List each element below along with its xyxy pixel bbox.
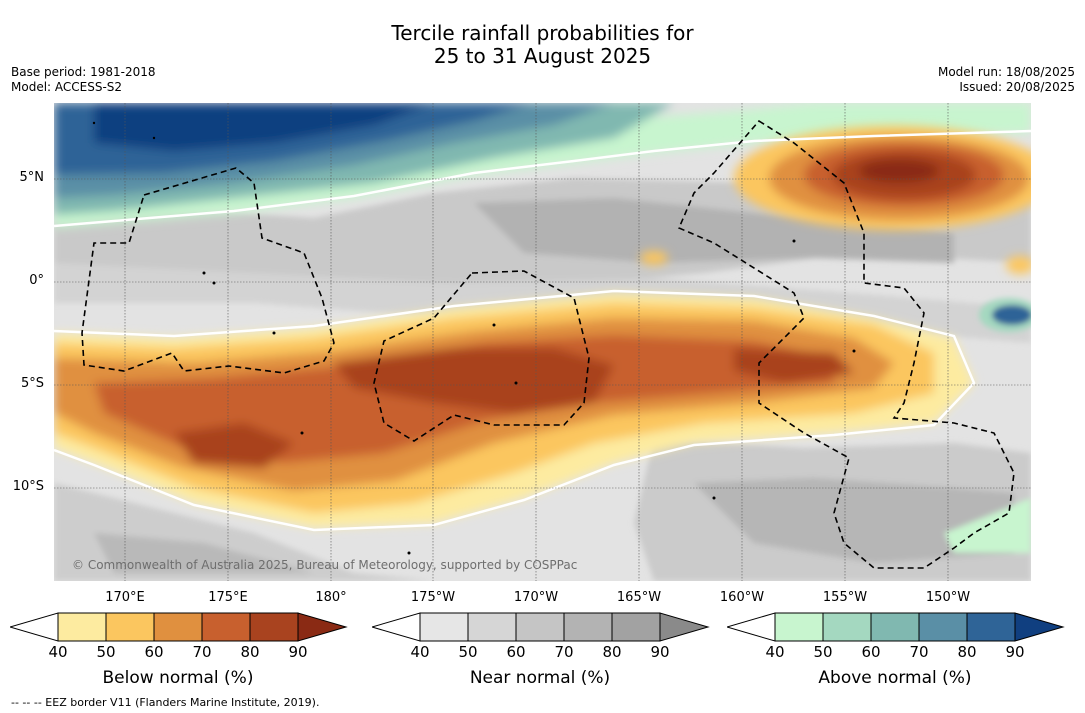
colorbar-segment (419, 612, 469, 642)
colorbar-segment (918, 612, 968, 642)
model-name: Model: ACCESS-S2 (11, 80, 123, 94)
lat-label: 5°S (20, 376, 44, 391)
colorbar-tick: 70 (192, 643, 212, 661)
lon-label: 175°E (208, 590, 248, 605)
meta-right: Model run: 18/08/2025 Issued: 20/08/2025 (938, 65, 1075, 95)
colorbar-segment (966, 612, 1016, 642)
map-canvas (54, 103, 1031, 581)
lon-label: 165°W (616, 590, 662, 605)
island-markers (92, 121, 856, 555)
colorbar-tick: 70 (909, 643, 929, 661)
colorbar-segment (515, 612, 565, 642)
lat-label: 5°N (19, 170, 45, 185)
colorbar-segment (467, 612, 517, 642)
colorbar-segment (870, 612, 920, 642)
colorbar-segment (201, 612, 251, 642)
gridlines (54, 103, 1031, 581)
colorbar-tick: 50 (96, 643, 116, 661)
colorbar-tick: 40 (48, 643, 68, 661)
colorbar-near-title: Near normal (%) (469, 668, 611, 688)
colorbar-tick: 60 (144, 643, 164, 661)
colorbar-tick: 90 (288, 643, 308, 661)
colorbar-tick: 70 (554, 643, 574, 661)
copyright-notice: © Commonwealth of Australia 2025, Bureau… (72, 558, 578, 572)
eez-footnote: -- -- -- EEZ border V11 (Flanders Marine… (11, 696, 320, 709)
lon-label: 175°W (410, 590, 456, 605)
colorbar-segment (153, 612, 203, 642)
colorbar-segment (774, 612, 824, 642)
base-period: Base period: 1981-2018 (11, 65, 156, 79)
meta-left: Base period: 1981-2018 Model: ACCESS-S2 (11, 65, 156, 95)
colorbar-segment (105, 612, 155, 642)
lat-label: 0° (29, 273, 44, 288)
colorbar-tick: 90 (1005, 643, 1025, 661)
eez-borders (81, 119, 1015, 569)
colorbar-below (10, 612, 348, 642)
model-run: Model run: 18/08/2025 (937, 65, 1075, 79)
lon-label: 155°W (822, 590, 868, 605)
issued-date: Issued: 20/08/2025 (959, 80, 1075, 94)
colorbar-tick: 50 (813, 643, 833, 661)
lon-label: 160°W (719, 590, 765, 605)
lat-label: 10°S (12, 479, 44, 494)
lon-label: 170°E (105, 590, 145, 605)
below-normal-north-east (640, 126, 1031, 274)
colorbar-tick: 80 (602, 643, 622, 661)
colorbar-above (727, 612, 1065, 642)
colorbar-tick: 50 (458, 643, 478, 661)
lon-label: 170°W (513, 590, 559, 605)
colorbar-below-title: Below normal (%) (102, 668, 254, 688)
colorbar-tick: 40 (765, 643, 785, 661)
title-line2: 25 to 31 August 2025 (433, 44, 652, 68)
lon-label: 180° (315, 590, 347, 605)
colorbar-segment (563, 612, 613, 642)
colorbar-tick: 60 (506, 643, 526, 661)
colorbar-near (372, 612, 710, 642)
colorbar-segment (822, 612, 872, 642)
map-title: Tercile rainfall probabilities for 25 to… (0, 22, 1085, 68)
probability-map (54, 103, 1031, 581)
colorbar-tick: 90 (650, 643, 670, 661)
colorbar-segment (611, 612, 661, 642)
contour-lines (54, 129, 1031, 532)
colorbar-segment (249, 612, 299, 642)
colorbar-tick: 40 (410, 643, 430, 661)
colorbar-segment (57, 612, 107, 642)
below-normal-south (54, 293, 974, 528)
lon-label: 150°W (925, 590, 971, 605)
colorbar-above-title: Above normal (%) (818, 668, 972, 688)
near-normal-region (54, 178, 1031, 581)
colorbar-tick: 80 (240, 643, 260, 661)
above-normal-east (944, 298, 1031, 553)
title-line1: Tercile rainfall probabilities for (391, 21, 694, 45)
colorbar-tick: 60 (861, 643, 881, 661)
colorbar-tick: 80 (957, 643, 977, 661)
